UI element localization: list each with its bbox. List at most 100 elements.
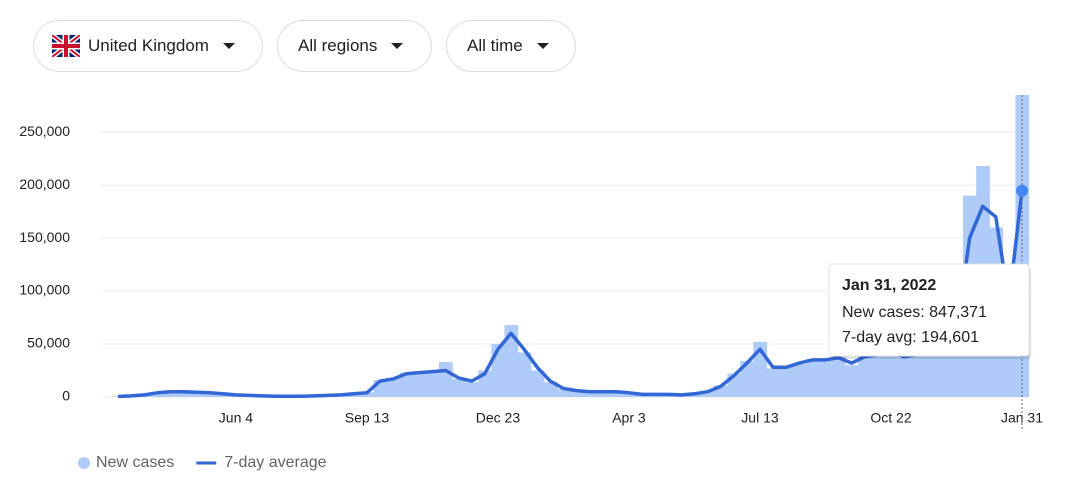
bar — [530, 370, 545, 397]
region-dropdown[interactable]: All regions — [277, 20, 432, 72]
legend-swatch — [78, 457, 90, 469]
tooltip-shadow — [831, 267, 1031, 359]
y-tick-label: 100,000 — [19, 282, 70, 298]
bar — [949, 328, 964, 397]
bar — [701, 390, 715, 397]
bar — [753, 341, 768, 397]
bar — [478, 370, 492, 397]
bar — [137, 394, 152, 397]
bar — [229, 394, 244, 397]
flag-icon — [52, 35, 80, 57]
tooltip-title: Jan 31, 2022 — [842, 277, 936, 294]
legend-label: New cases — [96, 454, 174, 471]
bar — [465, 382, 479, 397]
x-tick-label: Apr 3 — [612, 410, 646, 426]
tooltip-line: New cases: 847,371 — [842, 304, 987, 321]
bar — [871, 353, 886, 397]
bar — [242, 395, 257, 397]
bar — [452, 378, 466, 397]
bar — [766, 368, 781, 397]
bar — [674, 394, 689, 397]
legend-label: 7-day average — [224, 454, 326, 471]
bar — [360, 392, 375, 397]
bar — [504, 324, 519, 397]
bar — [570, 391, 584, 397]
bar — [517, 352, 532, 397]
bar — [190, 392, 204, 397]
y-tick-label: 250,000 — [19, 123, 70, 139]
bar — [976, 165, 990, 397]
bar — [832, 356, 846, 397]
bar — [687, 393, 702, 397]
bar — [963, 195, 977, 397]
bar — [714, 385, 728, 397]
bar — [163, 391, 178, 397]
bar — [425, 370, 440, 397]
bar — [923, 348, 938, 397]
dropdown-label: United Kingdom — [88, 36, 209, 55]
bar — [216, 394, 230, 397]
bar — [1015, 95, 1030, 398]
bar — [936, 344, 951, 397]
bar — [111, 396, 126, 397]
bar — [268, 396, 283, 397]
bar — [661, 394, 676, 397]
bar — [386, 377, 401, 397]
x-tick-label: Oct 22 — [870, 410, 911, 426]
bar — [294, 396, 309, 397]
bar — [609, 392, 624, 397]
bar — [622, 392, 637, 397]
bar — [399, 372, 414, 397]
hover-dot — [1016, 184, 1028, 197]
bar — [491, 344, 506, 397]
bar — [412, 373, 427, 397]
x-tick-label: Jun 4 — [219, 410, 253, 426]
bar — [307, 395, 322, 397]
bar — [176, 391, 191, 397]
tooltip-line: 7-day avg: 194,601 — [842, 329, 979, 346]
bar — [779, 366, 794, 397]
bar — [845, 365, 859, 397]
bar — [635, 394, 650, 397]
bar — [897, 357, 912, 397]
bar — [648, 394, 663, 397]
bar — [334, 394, 348, 397]
bar — [805, 358, 820, 397]
bar — [556, 389, 571, 397]
x-tick-label: Sep 13 — [345, 410, 390, 426]
bar — [373, 380, 388, 397]
tooltip — [828, 263, 1030, 357]
bar — [281, 396, 296, 397]
bar — [203, 392, 217, 397]
bar — [583, 391, 597, 397]
x-tick-label: Dec 23 — [476, 410, 521, 426]
dropdown-label: All time — [467, 36, 523, 55]
bar — [124, 395, 139, 397]
bar — [347, 393, 361, 397]
bar — [858, 355, 872, 397]
bar — [150, 392, 165, 397]
bar — [727, 373, 741, 397]
y-tick-label: 150,000 — [19, 229, 70, 245]
dropdown-label: All regions — [298, 36, 378, 55]
bar — [989, 227, 1003, 397]
bar — [910, 353, 925, 397]
y-tick-label: 0 — [62, 388, 70, 404]
bar — [255, 396, 270, 397]
average-line — [117, 190, 1024, 398]
bar — [321, 395, 335, 397]
x-tick-label: Jan 31 — [1001, 410, 1043, 426]
x-tick-label: Jul 13 — [741, 410, 779, 426]
bar — [792, 364, 807, 397]
time-dropdown[interactable]: All time — [446, 20, 576, 72]
country-dropdown[interactable]: United Kingdom — [33, 20, 263, 72]
bar — [543, 382, 558, 397]
bar — [884, 351, 899, 397]
y-tick-label: 200,000 — [19, 176, 70, 192]
bar — [1002, 306, 1017, 397]
bar — [438, 362, 453, 397]
bar — [596, 391, 610, 397]
bar — [740, 360, 755, 397]
